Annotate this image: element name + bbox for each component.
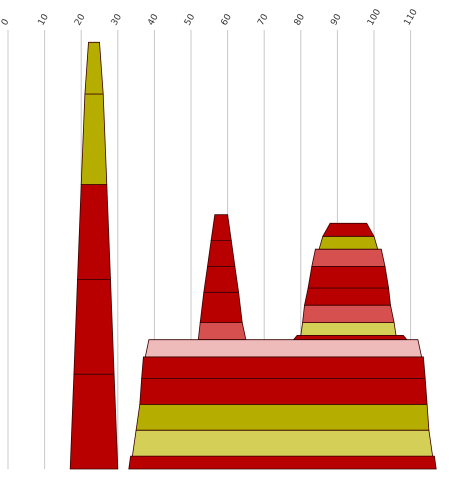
area-segment-1-5 [84,41,104,95]
area-segment-3-3 [302,304,395,323]
stack-2 [197,214,247,341]
area-segment-1-2 [73,278,115,375]
area-segment-2-2 [199,291,243,323]
area-segment-4-3 [135,403,430,431]
x-tick-label: 50 [183,12,198,27]
area-segment-1-3 [77,184,111,280]
x-tick-label: 90 [329,12,344,27]
stack-1 [69,41,119,470]
area-segment-4-2 [131,429,434,457]
area-segment-4-5 [141,356,426,379]
area-segment-2-4 [207,240,236,267]
x-tick-label: 30 [110,12,125,27]
stack-3 [292,222,408,341]
area-segments [69,41,437,470]
area-segment-3-5 [307,265,390,289]
area-segment-3-6 [311,248,386,267]
area-segment-3-1 [292,334,408,341]
x-axis-tick-labels: 0 10 20 30 40 50 60 70 80 90 100 110 [0,7,420,27]
area-segment-2-3 [203,265,240,293]
x-tick-label: 80 [293,12,308,27]
x-tick-label: 60 [220,12,235,27]
x-tick-label: 100 [366,7,383,27]
stack-4 [128,339,437,470]
area-segment-1-1 [69,373,119,470]
area-segment-2-5 [210,214,232,242]
area-segment-2-1 [197,322,247,341]
area-segment-4-1 [128,455,437,470]
area-segment-3-4 [304,287,391,306]
area-segment-3-7 [318,235,379,250]
x-tick-label: 70 [256,12,271,27]
area-segment-3-8 [322,222,375,237]
area-segment-4-4 [139,378,428,405]
area-segment-1-4 [80,93,108,185]
x-tick-label: 10 [37,12,52,27]
x-tick-label: 40 [146,12,161,27]
x-tick-label: 110 [403,7,420,27]
x-tick-label: 20 [73,12,88,27]
area-segment-3-2 [300,322,397,336]
area-segment-4-6 [144,339,423,358]
x-tick-label: 0 [0,17,12,27]
